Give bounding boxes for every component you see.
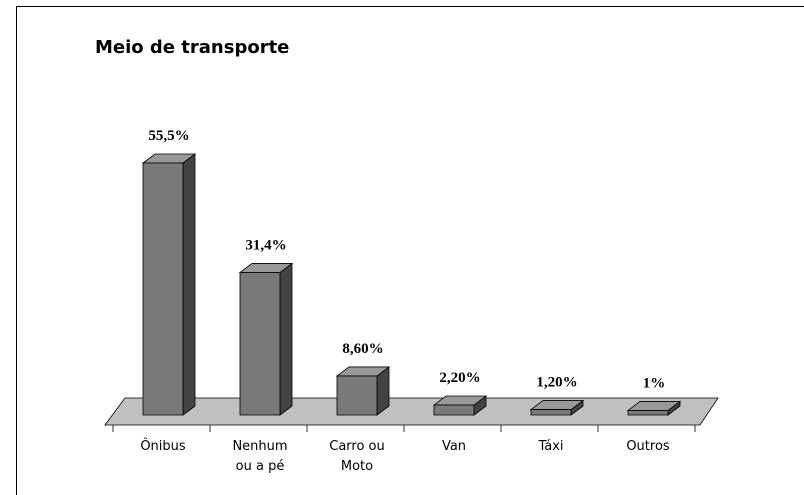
- value-label: 8,60%: [342, 341, 383, 357]
- bar: [432, 395, 488, 416]
- bar: [529, 399, 585, 416]
- value-label: 55,5%: [148, 128, 189, 144]
- bar: [335, 366, 391, 416]
- x-tick-label: Carro ou Moto: [329, 439, 385, 474]
- bar-front: [627, 410, 669, 416]
- bar-front: [336, 375, 378, 416]
- bar-front: [433, 404, 475, 416]
- x-tick-label: Nenhum ou a pé: [232, 439, 288, 474]
- bar: [238, 262, 294, 416]
- chart-title: Meio de transporte: [95, 37, 289, 58]
- x-tick-label: Outros: [626, 439, 670, 454]
- bar-side: [182, 153, 196, 416]
- bar-front: [530, 409, 572, 416]
- x-tick-label: Táxi: [538, 439, 564, 454]
- bar: [141, 153, 197, 416]
- x-tick-label: Van: [441, 439, 467, 454]
- bar-front: [239, 272, 281, 416]
- value-label: 2,20%: [439, 370, 480, 386]
- value-label: 31,4%: [245, 237, 286, 253]
- x-tick-label: Ônibus: [140, 439, 186, 454]
- value-label: 1%: [643, 375, 666, 391]
- bar-front: [142, 162, 184, 416]
- bar: [626, 400, 682, 416]
- bar-side: [279, 262, 293, 416]
- floor: [104, 397, 719, 426]
- value-label: 1,20%: [536, 375, 577, 391]
